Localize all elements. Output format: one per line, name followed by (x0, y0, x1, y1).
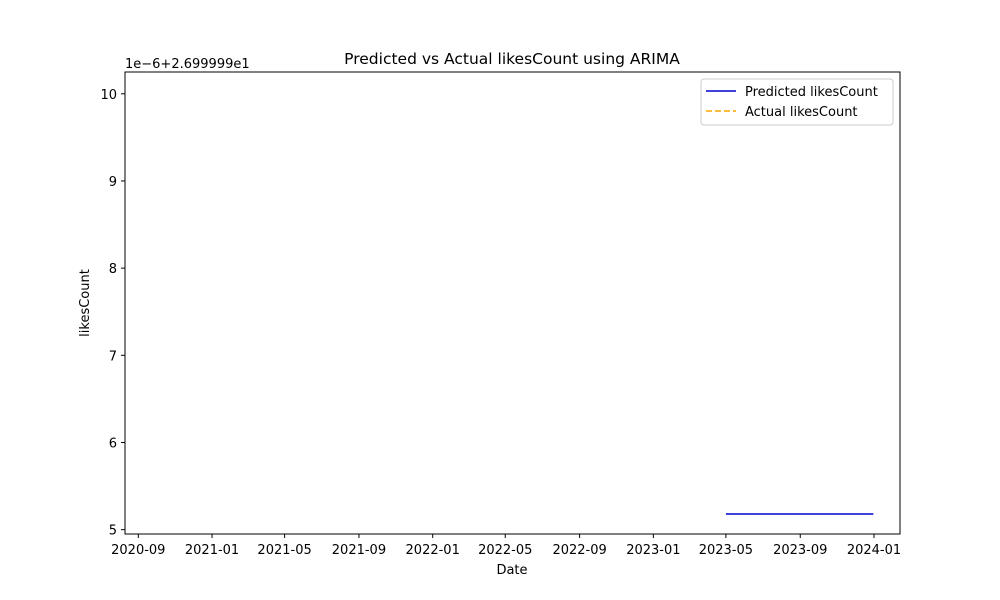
x-tick-label: 2023-09 (773, 543, 827, 558)
chart-title: Predicted vs Actual likesCount using ARI… (344, 50, 680, 68)
x-tick-label: 2023-01 (626, 543, 680, 558)
y-axis: 5 6 7 8 9 10 (100, 88, 125, 539)
x-tick-label: 2021-05 (257, 543, 311, 558)
y-tick-label: 5 (109, 524, 117, 539)
x-tick-label: 2022-09 (552, 543, 606, 558)
legend-label-predicted: Predicted likesCount (745, 85, 878, 100)
x-tick-label: 2022-01 (406, 543, 460, 558)
legend: Predicted likesCount Actual likesCount (700, 78, 894, 126)
x-tick-label: 2020-09 (111, 543, 165, 558)
x-axis: 2020-09 2021-01 2021-05 2021-09 2022-01 2022-… (111, 534, 901, 558)
y-tick-label: 10 (100, 88, 117, 103)
x-tick-label: 2023-05 (699, 543, 753, 558)
legend-label-actual: Actual likesCount (745, 105, 858, 120)
x-tick-label: 2022-05 (478, 543, 532, 558)
y-tick-label: 7 (109, 349, 117, 364)
x-axis-title: Date (496, 563, 527, 578)
x-tick-label: 2021-01 (185, 543, 239, 558)
y-tick-label: 8 (109, 262, 117, 277)
plot-area (124, 71, 901, 535)
y-tick-label: 9 (109, 175, 117, 190)
y-axis-title: likesCount (78, 269, 93, 337)
x-tick-label: 2024-01 (847, 543, 901, 558)
y-offset-text: 1e−6+2.699999e1 (125, 57, 250, 72)
legend-frame (700, 78, 894, 126)
x-tick-label: 2021-09 (332, 543, 386, 558)
y-tick-label: 6 (109, 436, 117, 451)
plot-frame (124, 71, 901, 535)
